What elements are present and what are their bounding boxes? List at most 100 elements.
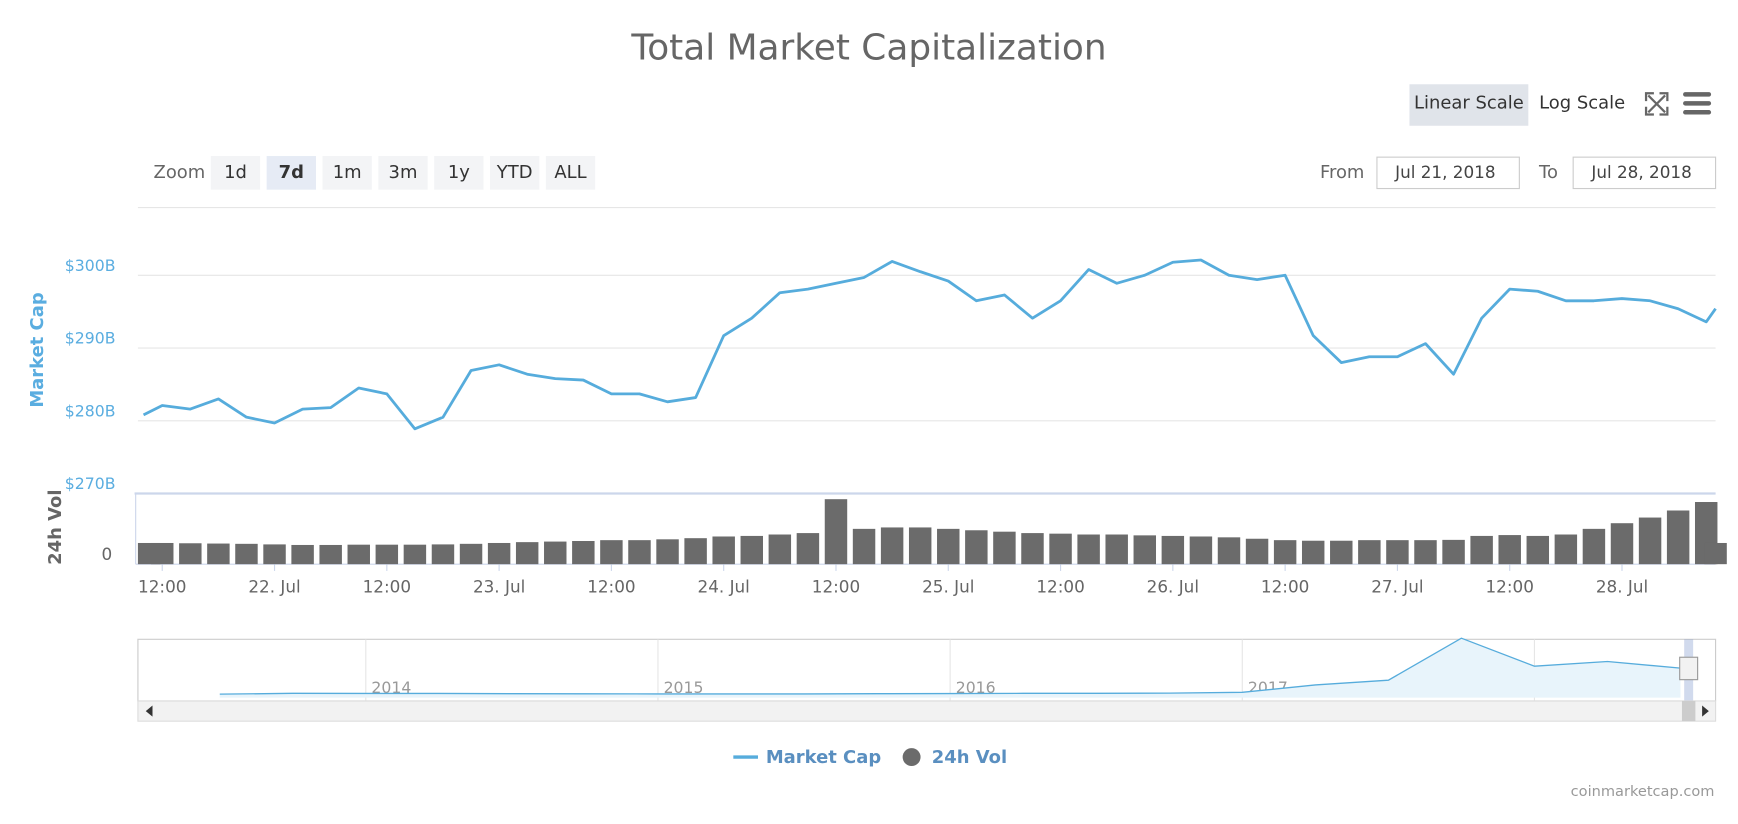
volume-bar <box>572 541 595 565</box>
navigator-tick-label: 2014 <box>371 678 411 697</box>
x-tick-label: 12:00 <box>1261 577 1309 597</box>
y-tick-label: $290B <box>65 329 116 348</box>
x-tick-label: 12:00 <box>587 577 635 597</box>
volume-bar <box>1358 540 1381 565</box>
volume-bar <box>1526 535 1550 565</box>
volume-bar <box>375 544 399 565</box>
market-cap-line <box>142 258 1717 431</box>
x-tick-label: 12:00 <box>1486 577 1534 597</box>
scale-button-bg <box>1409 84 1529 126</box>
volume-bar <box>1077 534 1100 565</box>
volume-bar <box>1442 539 1465 565</box>
volume-bar <box>1666 510 1690 565</box>
legend-marker <box>902 748 921 767</box>
menu-icon[interactable] <box>1683 92 1712 115</box>
to-input[interactable] <box>1572 156 1717 190</box>
x-tick-label: 25. Jul <box>922 577 974 597</box>
volume-bar <box>1330 540 1353 565</box>
volume-bar <box>908 527 932 565</box>
zoom-button-bg[interactable] <box>378 156 428 190</box>
scale-button[interactable]: Log Scale <box>1539 92 1625 113</box>
volume-bar <box>347 544 370 565</box>
x-tick-label: 22. Jul <box>248 577 300 597</box>
zoom-button-bg[interactable] <box>490 156 540 190</box>
volume-bar <box>1273 540 1297 565</box>
zoom-button[interactable]: 1m <box>333 162 362 183</box>
volume-bar <box>235 543 258 565</box>
volume-bar <box>515 542 539 565</box>
scrollbar <box>137 700 1717 722</box>
x-tick-label: 27. Jul <box>1371 577 1423 597</box>
volume-bar <box>319 544 342 565</box>
zoom-label: Zoom <box>154 162 206 183</box>
volume-bar <box>824 499 848 565</box>
credit: coinmarketcap.com <box>1571 783 1715 800</box>
volume-bar <box>656 539 679 565</box>
legend-label[interactable]: 24h Vol <box>932 747 1007 768</box>
scroll-left[interactable] <box>145 705 153 717</box>
volume-bar <box>544 541 567 565</box>
volume-bar <box>403 544 427 565</box>
volume-bar <box>1554 534 1578 565</box>
volume-bar <box>1610 523 1634 565</box>
volume-bar <box>1582 528 1606 565</box>
x-tick-label: 12:00 <box>1036 577 1084 597</box>
zoom-button[interactable]: YTD <box>496 162 533 183</box>
volume-bar <box>740 535 763 565</box>
chart-title: Total Market Capitalization <box>630 28 1106 69</box>
zoom-button[interactable]: 1d <box>224 162 247 183</box>
scrollbar-thumb[interactable] <box>1681 700 1696 722</box>
to-label: To <box>1538 162 1558 183</box>
x-tick-label: 12:00 <box>363 577 411 597</box>
zoom-button-bg[interactable] <box>266 156 316 190</box>
y-tick-label: $280B <box>65 401 116 420</box>
volume-bar <box>179 543 202 565</box>
volume-bar <box>291 544 314 565</box>
x-tick-label: 23. Jul <box>473 577 525 597</box>
volume-bar <box>1470 535 1493 565</box>
from-input[interactable] <box>1376 156 1520 190</box>
volume-bar <box>880 527 904 565</box>
to-value[interactable]: Jul 28, 2018 <box>1590 162 1691 182</box>
volume-bar <box>937 528 960 565</box>
volume-bar <box>852 528 876 565</box>
zoom-button-bg[interactable] <box>545 156 596 190</box>
fullscreen-icon[interactable] <box>1644 92 1669 116</box>
zoom-button-bg[interactable] <box>322 156 372 190</box>
volume-bar <box>628 540 651 565</box>
zoom-button[interactable]: 3m <box>389 162 418 183</box>
zoom-button[interactable]: 7d <box>279 162 304 183</box>
volume-bar <box>1245 538 1269 565</box>
volume-bar <box>1414 540 1437 565</box>
navigator-handle[interactable] <box>1679 656 1699 681</box>
volume-bar <box>1498 535 1521 565</box>
x-tick-label: 28. Jul <box>1596 577 1648 597</box>
from-value[interactable]: Jul 21, 2018 <box>1394 162 1495 182</box>
x-tick-label: 12:00 <box>812 577 860 597</box>
volume-bar <box>1217 537 1241 565</box>
y2-tick-label: 0 <box>101 544 112 564</box>
volume-bar <box>1189 536 1213 565</box>
volume-bar <box>796 533 820 565</box>
zoom-button-bg[interactable] <box>434 156 484 190</box>
volume-bar <box>151 542 174 565</box>
y-tick-label: $270B <box>65 474 116 493</box>
navigator-line <box>219 637 1681 695</box>
x-tick-label: 12:00 <box>138 577 186 597</box>
volume-bar <box>1638 517 1662 565</box>
scroll-right[interactable] <box>1702 705 1709 717</box>
y-axis-title: Market Cap <box>27 292 48 408</box>
volume-bar <box>993 531 1016 565</box>
volume-bar <box>1105 534 1128 565</box>
legend-label[interactable]: Market Cap <box>766 747 882 768</box>
zoom-button[interactable]: 1y <box>448 162 470 183</box>
x-tick-label: 24. Jul <box>698 577 750 597</box>
zoom-button-bg[interactable] <box>210 156 261 190</box>
navigator-area <box>219 638 1681 698</box>
volume-bar <box>487 542 511 565</box>
scale-button[interactable]: Linear Scale <box>1414 92 1524 113</box>
volume-bar <box>207 543 230 565</box>
zoom-button[interactable]: ALL <box>554 162 586 183</box>
volume-bar <box>431 544 455 565</box>
